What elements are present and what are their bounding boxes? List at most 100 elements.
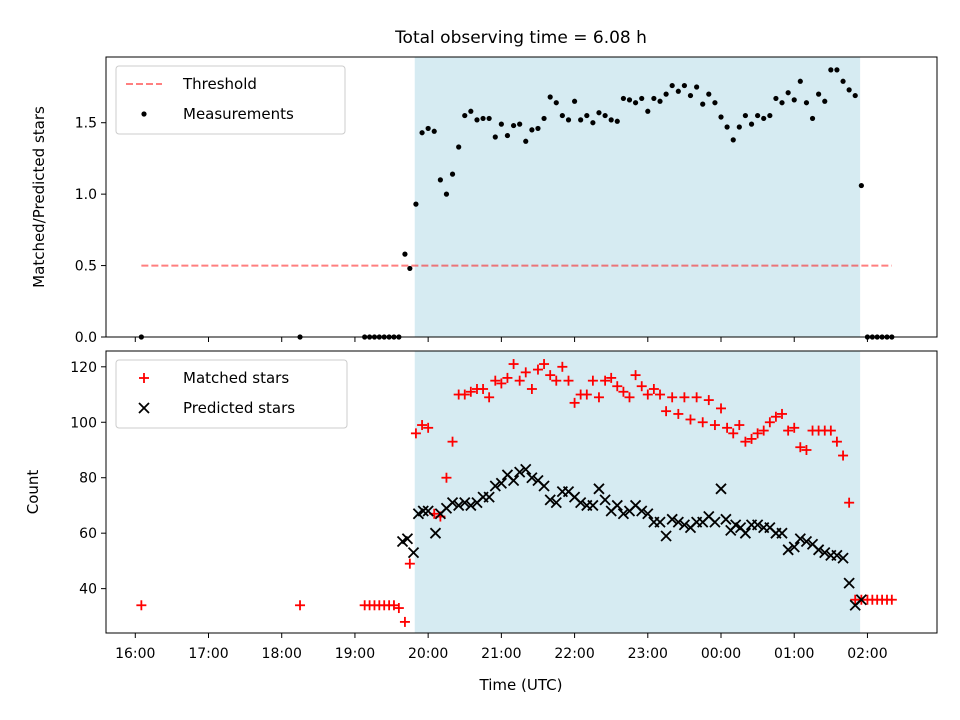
predicted-point <box>550 497 562 509</box>
predicted-point <box>660 530 672 542</box>
x-stroke <box>429 527 442 539</box>
x-stroke <box>751 519 764 531</box>
count-panel: 40 60 80 100 120 16:00 17:00 18:00 19:00 20:00 21:… <box>24 350 938 662</box>
predicted-point <box>843 577 855 589</box>
measurement-point <box>523 138 529 144</box>
measurement-point <box>535 125 541 132</box>
x-stroke <box>446 497 459 509</box>
x-stroke <box>514 466 526 478</box>
observing-window-shade <box>414 351 861 633</box>
predicted-point <box>465 499 477 512</box>
x-stroke <box>730 519 742 531</box>
measurement-point <box>687 92 694 99</box>
measurement-point <box>632 100 639 106</box>
y-tick-label: 1.0 <box>75 187 97 203</box>
matched-point <box>459 389 470 400</box>
predicted-point <box>720 513 732 525</box>
measurement-point <box>443 191 450 197</box>
measurement-point <box>669 82 675 89</box>
matched-point <box>770 411 781 422</box>
measurement-point <box>584 112 590 119</box>
matched-point <box>514 375 525 386</box>
legend-predicted-swatch <box>138 402 150 414</box>
x-tick-label: 18:00 <box>262 646 302 662</box>
ratio-panel: 0.0 0.5 1.0 1.5 Matched/Predicted stars Thres… <box>30 56 938 346</box>
legend-label: Threshold <box>182 75 257 93</box>
x-stroke <box>636 505 648 517</box>
predicted-point <box>812 544 825 556</box>
x-stroke <box>843 577 855 589</box>
x-stroke <box>776 527 788 539</box>
measurement-point <box>706 91 712 97</box>
predicted-point <box>407 546 420 559</box>
x-stroke <box>138 402 150 414</box>
matched-point <box>630 370 641 381</box>
measurement-point <box>657 98 663 104</box>
matched-point <box>758 425 769 436</box>
measurement-point <box>602 112 608 119</box>
matched-point <box>642 389 653 400</box>
measurement-point <box>761 115 767 122</box>
measurement-point <box>437 177 443 183</box>
measurement-point <box>486 115 492 122</box>
matched-point <box>484 392 495 403</box>
x-stroke <box>672 516 684 528</box>
measurement-point <box>773 95 779 102</box>
matched-point <box>752 428 763 439</box>
figure-title: Total observing time = 6.08 h <box>394 28 647 48</box>
series-matched-stars <box>136 359 897 627</box>
measurement-point <box>608 117 614 123</box>
matched-point <box>496 378 507 389</box>
predicted-point <box>417 505 429 517</box>
x-stroke <box>599 494 611 506</box>
x-stroke <box>495 477 508 489</box>
x-stroke <box>709 516 721 528</box>
predicted-point <box>526 472 538 484</box>
x-stroke <box>562 485 575 498</box>
matched-point <box>423 422 434 433</box>
matched-point <box>612 381 623 392</box>
matched-point <box>648 383 659 394</box>
predicted-point <box>489 480 501 492</box>
x-stroke <box>806 538 819 550</box>
x-stroke <box>611 499 623 512</box>
y-tick-label: 60 <box>79 526 97 542</box>
measurement-point <box>565 117 572 123</box>
matched-point <box>417 420 428 431</box>
predicted-point <box>788 541 800 553</box>
x-stroke <box>407 546 420 559</box>
predicted-point <box>587 499 599 512</box>
x-stroke <box>550 497 562 509</box>
measurement-point <box>840 78 846 84</box>
x-stroke <box>507 474 520 487</box>
x-stroke <box>422 505 434 517</box>
legend: Matched stars Predicted stars <box>115 359 348 429</box>
matched-point <box>728 428 739 439</box>
matched-point <box>502 372 513 383</box>
matched-point <box>661 406 672 417</box>
x-stroke <box>715 483 727 495</box>
x-tick-label: 20:00 <box>408 646 448 662</box>
measurement-point <box>852 92 858 99</box>
measurement-point <box>492 134 498 140</box>
x-tick-label: 00:00 <box>701 646 741 662</box>
legend-matched-swatch <box>139 373 149 383</box>
matched-point <box>618 386 629 397</box>
y-axis-label: Matched/Predicted stars <box>30 106 48 288</box>
predicted-point <box>855 594 868 606</box>
matched-point <box>709 420 720 431</box>
predicted-point <box>459 497 471 509</box>
measurement-point <box>620 95 627 102</box>
axes-frame <box>105 56 938 338</box>
measurement-point <box>834 67 840 73</box>
legend-measurement-swatch <box>141 111 147 117</box>
legend-label: Measurements <box>183 105 294 123</box>
matched-point <box>136 600 147 611</box>
measurement-point <box>529 127 535 133</box>
matched-point <box>801 444 812 455</box>
measurement-point <box>675 88 681 94</box>
predicted-point <box>495 477 508 489</box>
x-stroke <box>401 533 414 545</box>
matched-point <box>667 392 678 403</box>
x-stroke <box>617 508 630 520</box>
